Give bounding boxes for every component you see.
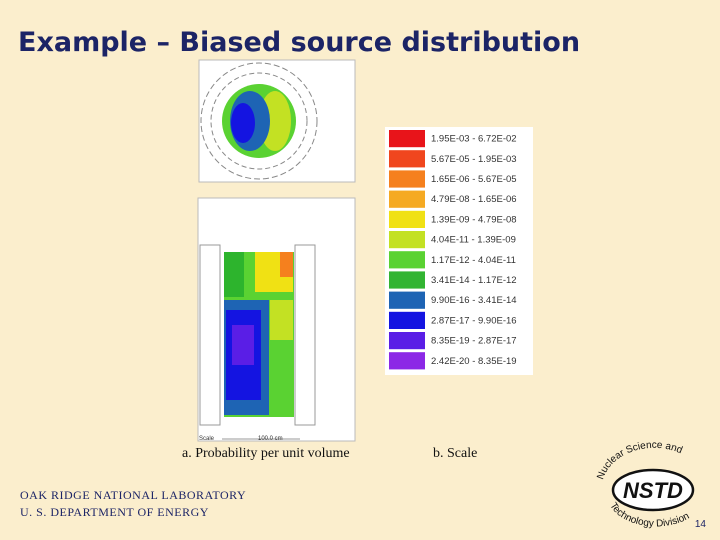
legend-label: 9.90E-16 - 3.41E-14 bbox=[431, 295, 517, 306]
side-view-image: Scale 100.0 cm bbox=[197, 197, 356, 442]
legend-label: 1.65E-06 - 5.67E-05 bbox=[431, 174, 517, 185]
legend-swatch bbox=[389, 231, 425, 249]
legend-swatch bbox=[389, 352, 425, 370]
legend-label: 8.35E-19 - 2.87E-17 bbox=[431, 336, 517, 347]
legend-swatch bbox=[389, 271, 425, 289]
scale-label: Scale bbox=[199, 436, 215, 442]
legend-swatch bbox=[389, 130, 425, 148]
legend-swatch bbox=[389, 332, 425, 350]
legend-label: 4.04E-11 - 1.39E-09 bbox=[431, 235, 516, 246]
legend-label: 5.67E-05 - 1.95E-03 bbox=[431, 154, 517, 165]
legend-label: 4.79E-08 - 1.65E-06 bbox=[431, 194, 517, 205]
legend-swatch bbox=[389, 291, 425, 309]
nstd-logo: Nuclear Science and Technology Division … bbox=[595, 440, 695, 530]
slide-title: Example – Biased source distribution bbox=[18, 27, 580, 58]
logo-mid: NSTD bbox=[623, 478, 683, 503]
legend-label: 2.42E-20 - 8.35E-19 bbox=[431, 356, 517, 367]
legend-swatch bbox=[389, 170, 425, 188]
legend-label: 1.17E-12 - 4.04E-11 bbox=[431, 255, 516, 266]
org-line1: OAK RIDGE NATIONAL LABORATORY bbox=[20, 488, 246, 502]
legend-swatch bbox=[389, 311, 425, 329]
legend-label: 1.39E-09 - 4.79E-08 bbox=[431, 214, 517, 225]
caption-b: b. Scale bbox=[433, 446, 477, 461]
legend-swatch bbox=[389, 210, 425, 228]
legend-swatch bbox=[389, 150, 425, 168]
legend-swatch bbox=[389, 251, 425, 269]
legend: 1.95E-03 - 6.72E-02 5.67E-05 - 1.95E-03 1.… bbox=[385, 127, 533, 375]
legend-swatch bbox=[389, 190, 425, 208]
legend-label: 2.87E-17 - 9.90E-16 bbox=[431, 315, 517, 326]
scale-length: 100.0 cm bbox=[258, 436, 283, 442]
page-number: 14 bbox=[695, 519, 707, 530]
legend-label: 3.41E-14 - 1.17E-12 bbox=[431, 275, 517, 286]
top-view-image bbox=[198, 59, 356, 183]
legend-label: 1.95E-03 - 6.72E-02 bbox=[431, 134, 517, 145]
org-line2: U. S. DEPARTMENT OF ENERGY bbox=[20, 505, 209, 519]
caption-a: a. Probability per unit volume bbox=[182, 446, 350, 461]
